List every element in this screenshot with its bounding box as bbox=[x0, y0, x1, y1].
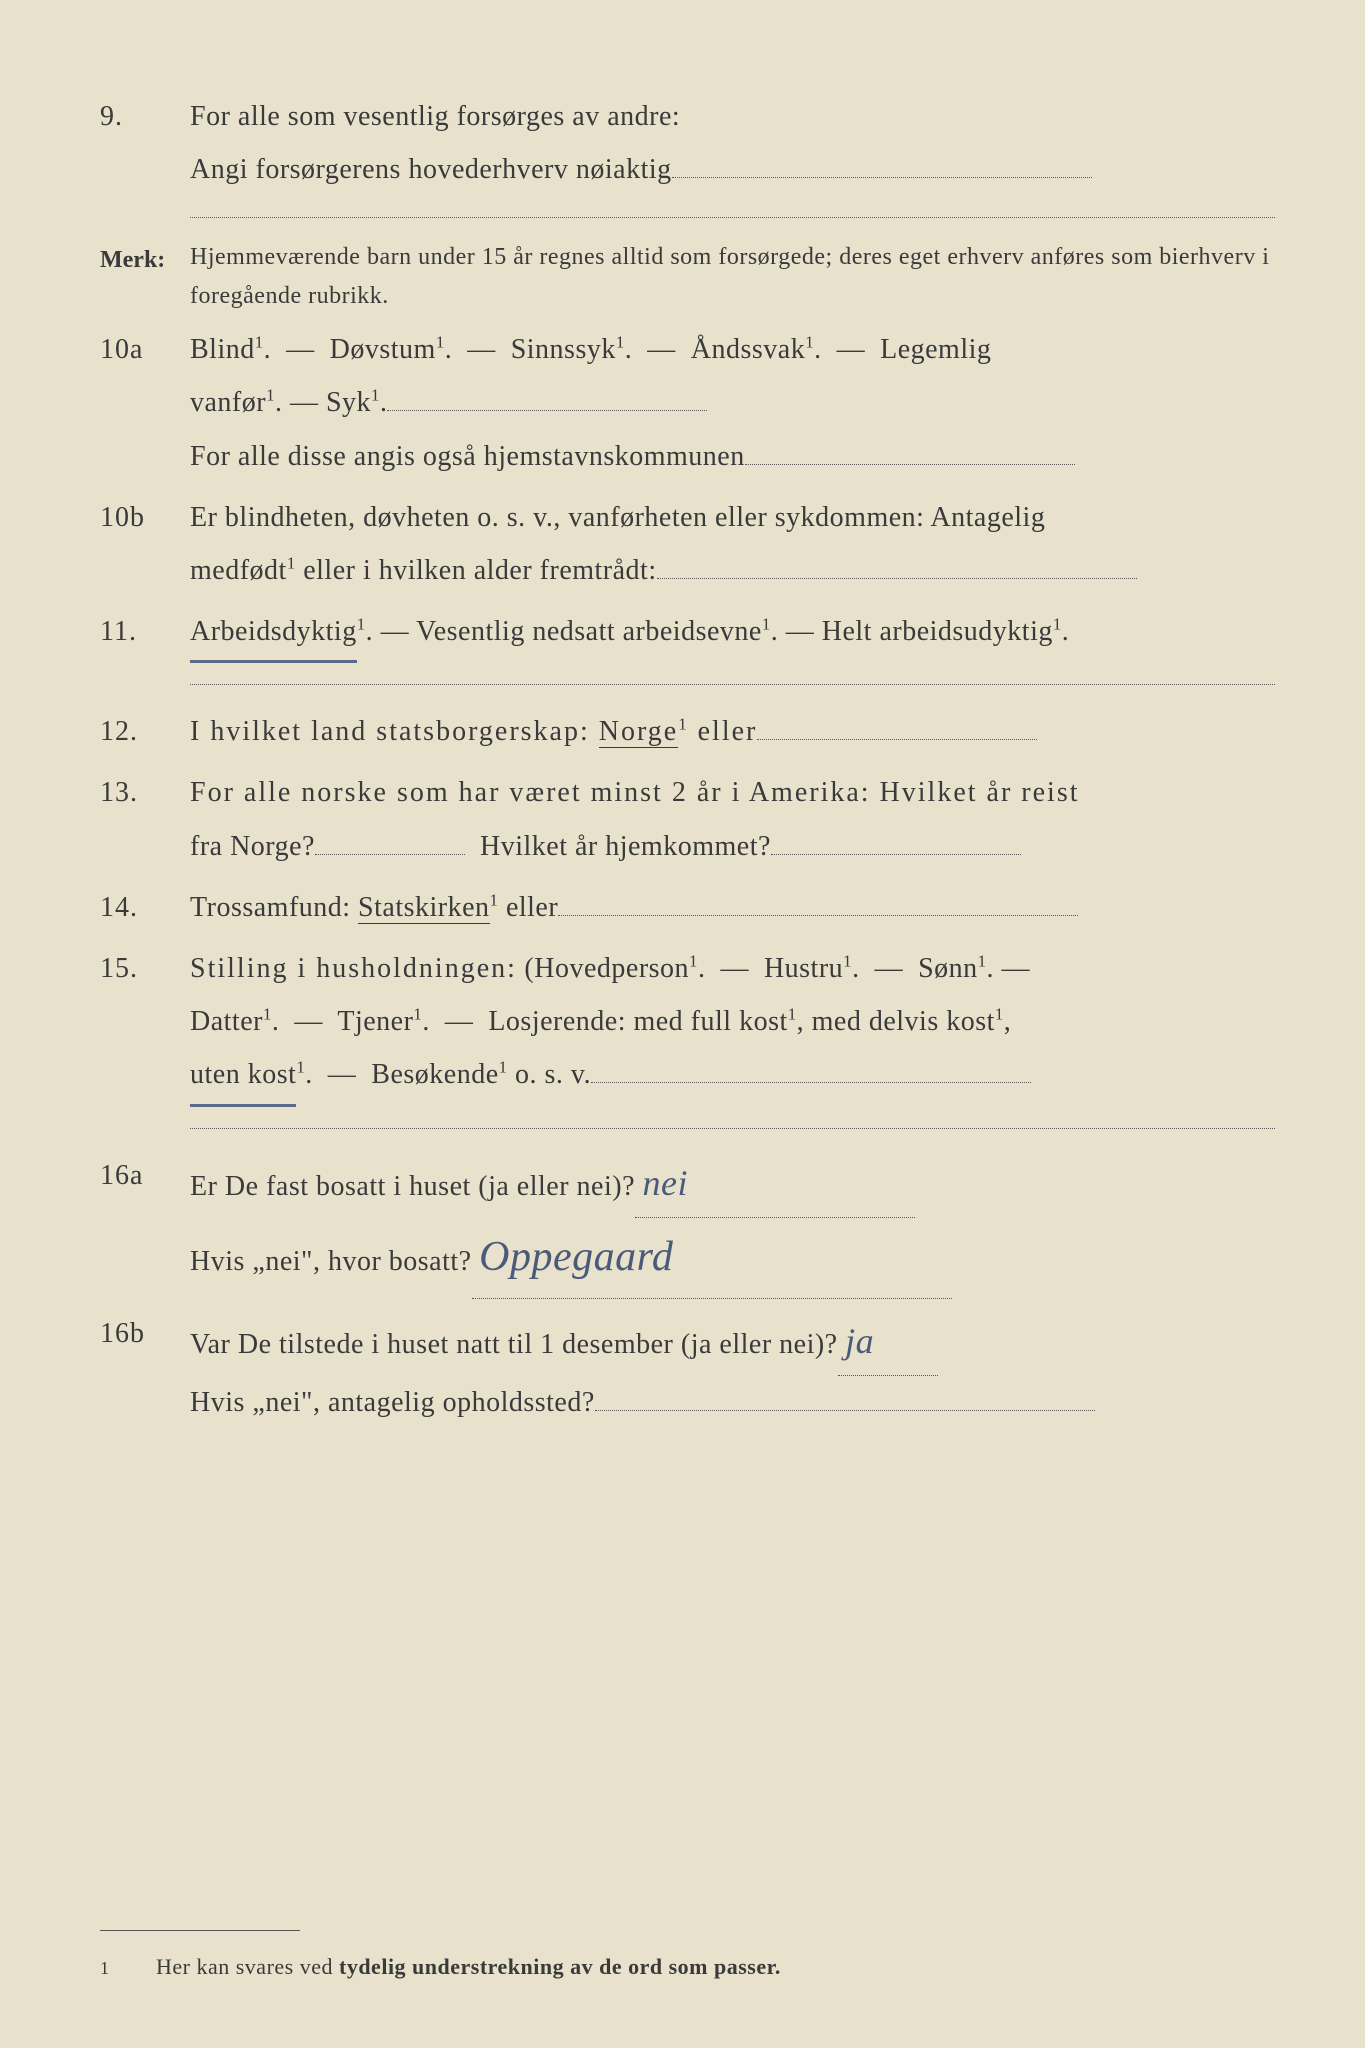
question-16a: 16a Er De fast bosatt i huset (ja eller … bbox=[100, 1149, 1275, 1299]
q15-text4: o. s. v. bbox=[515, 1059, 591, 1090]
q10a-opt3: Sinnssyk bbox=[511, 334, 616, 365]
q10a-opt1: Blind bbox=[190, 334, 255, 365]
q15-blank[interactable] bbox=[591, 1082, 1031, 1083]
q15-opt6-selected: uten kost bbox=[190, 1048, 296, 1106]
q10b-blank[interactable] bbox=[657, 578, 1137, 579]
q10b-number: 10b bbox=[100, 491, 190, 544]
q15-text2: Losjerende: med full kost bbox=[488, 1006, 787, 1037]
question-16b: 16b Var De tilstede i huset natt til 1 d… bbox=[100, 1307, 1275, 1430]
q12-blank[interactable] bbox=[757, 739, 1037, 740]
q14-opt: Statskirken bbox=[358, 892, 490, 924]
q16b-text1: Var De tilstede i huset natt til 1 desem… bbox=[190, 1329, 838, 1360]
footnote-number: 1 bbox=[100, 1951, 150, 1985]
q10a-opt2: Døvstum bbox=[330, 334, 436, 365]
q10a-opt5: Legemlig bbox=[880, 334, 991, 365]
q11-content: Arbeidsdyktig1. — Vesentlig nedsatt arbe… bbox=[190, 605, 1275, 663]
q16b-answer1: ja bbox=[845, 1321, 874, 1361]
q10a-opt7: Syk bbox=[326, 387, 371, 418]
q16b-blank2[interactable] bbox=[595, 1410, 1095, 1411]
question-9: 9. For alle som vesentlig forsørges av a… bbox=[100, 90, 1275, 196]
q16b-blank1[interactable]: ja bbox=[838, 1307, 938, 1376]
q12-text: I hvilket land statsborgerskap: bbox=[190, 716, 590, 747]
q12-content: I hvilket land statsborgerskap: Norge1 e… bbox=[190, 705, 1275, 758]
q16a-text2: Hvis „nei", hvor bosatt? bbox=[190, 1246, 472, 1277]
q9-content: For alle som vesentlig forsørges av andr… bbox=[190, 90, 1275, 196]
question-14: 14. Trossamfund: Statskirken1 eller bbox=[100, 881, 1275, 934]
q14-blank[interactable] bbox=[558, 915, 1078, 916]
q16b-number: 16b bbox=[100, 1307, 190, 1360]
q12-number: 12. bbox=[100, 705, 190, 758]
q12-or: eller bbox=[698, 716, 758, 747]
q10a-blank1[interactable] bbox=[387, 410, 707, 411]
separator-3 bbox=[190, 1127, 1275, 1129]
q12-opt: Norge bbox=[599, 716, 678, 748]
question-13: 13. For alle norske som har været minst … bbox=[100, 766, 1275, 872]
q10a-opt6: vanfør bbox=[190, 387, 266, 418]
q14-or: eller bbox=[506, 892, 558, 923]
q16b-content: Var De tilstede i huset natt til 1 desem… bbox=[190, 1307, 1275, 1430]
question-10a: 10a Blind1. — Døvstum1. — Sinnssyk1. — Å… bbox=[100, 323, 1275, 483]
footnote-bold: tydelig understrekning av de ord som pas… bbox=[339, 1954, 781, 1979]
footnote-text1: Her kan svares ved bbox=[156, 1954, 339, 1979]
q10b-text2b: eller i hvilken alder fremtrådt: bbox=[296, 555, 657, 586]
q16b-text2: Hvis „nei", antagelig opholdssted? bbox=[190, 1387, 595, 1418]
q16a-number: 16a bbox=[100, 1149, 190, 1202]
question-12: 12. I hvilket land statsborgerskap: Norg… bbox=[100, 705, 1275, 758]
merk-label: Merk: bbox=[100, 238, 190, 284]
footnote-area: 1 Her kan svares ved tydelig understrekn… bbox=[100, 1870, 1275, 1988]
q10b-text2a: medfødt bbox=[190, 555, 287, 586]
q14-text: Trossamfund: bbox=[190, 892, 351, 923]
q11-opt1-selected: Arbeidsdyktig bbox=[190, 605, 357, 663]
question-15: 15. Stilling i husholdningen: (Hovedpers… bbox=[100, 942, 1275, 1107]
q15-opt7: Besøkende bbox=[371, 1059, 498, 1090]
question-10b: 10b Er blindheten, døvheten o. s. v., va… bbox=[100, 491, 1275, 597]
q15-text1: Stilling i husholdningen: bbox=[190, 953, 517, 984]
q15-opt1: Hovedperson bbox=[534, 953, 689, 984]
q10a-content: Blind1. — Døvstum1. — Sinnssyk1. — Åndss… bbox=[190, 323, 1275, 483]
q16a-text1: Er De fast bosatt i huset (ja eller nei)… bbox=[190, 1171, 635, 1202]
q15-text3: med delvis kost bbox=[812, 1006, 995, 1037]
q10b-content: Er blindheten, døvheten o. s. v., vanfør… bbox=[190, 491, 1275, 597]
q10a-opt4: Åndssvak bbox=[691, 334, 805, 365]
q13-text3: Hvilket år hjemkommet? bbox=[480, 831, 771, 862]
q13-blank1[interactable] bbox=[315, 854, 465, 855]
q16a-content: Er De fast bosatt i huset (ja eller nei)… bbox=[190, 1149, 1275, 1299]
q10a-blank2[interactable] bbox=[745, 464, 1075, 465]
q9-line2: Angi forsørgerens hovederhverv nøiaktig bbox=[190, 154, 672, 185]
q11-opt3: Helt arbeidsudyktig bbox=[822, 616, 1053, 647]
separator bbox=[190, 216, 1275, 218]
q9-blank[interactable] bbox=[672, 177, 1092, 178]
separator-2 bbox=[190, 683, 1275, 685]
question-11: 11. Arbeidsdyktig1. — Vesentlig nedsatt … bbox=[100, 605, 1275, 663]
q16a-blank2[interactable]: Oppegaard bbox=[472, 1218, 952, 1299]
q11-number: 11. bbox=[100, 605, 190, 658]
q10b-text1: Er blindheten, døvheten o. s. v., vanfør… bbox=[190, 502, 1045, 533]
q9-line1: For alle som vesentlig forsørges av andr… bbox=[190, 101, 680, 132]
q15-opt3: Sønn bbox=[918, 953, 978, 984]
q13-number: 13. bbox=[100, 766, 190, 819]
q9-number: 9. bbox=[100, 90, 190, 143]
q16a-answer1: nei bbox=[643, 1163, 688, 1203]
merk-text: Hjemmeværende barn under 15 år regnes al… bbox=[190, 238, 1275, 315]
q10a-number: 10a bbox=[100, 323, 190, 376]
footnote-rule bbox=[100, 1930, 300, 1931]
q15-number: 15. bbox=[100, 942, 190, 995]
q13-blank2[interactable] bbox=[771, 854, 1021, 855]
q15-opt2: Hustru bbox=[764, 953, 843, 984]
q14-number: 14. bbox=[100, 881, 190, 934]
q16a-blank1[interactable]: nei bbox=[635, 1149, 915, 1218]
q14-content: Trossamfund: Statskirken1 eller bbox=[190, 881, 1275, 934]
q16a-answer2: Oppegaard bbox=[479, 1234, 673, 1280]
q10a-line3: For alle disse angis også hjemstavnskomm… bbox=[190, 441, 745, 472]
census-form-page: 9. For alle som vesentlig forsørges av a… bbox=[0, 0, 1365, 2048]
q11-opt2: Vesentlig nedsatt arbeidsevne bbox=[416, 616, 762, 647]
q15-opt4: Datter bbox=[190, 1006, 263, 1037]
q15-opt5: Tjener bbox=[337, 1006, 413, 1037]
q13-text2: fra Norge? bbox=[190, 831, 315, 862]
q15-content: Stilling i husholdningen: (Hovedperson1.… bbox=[190, 942, 1275, 1107]
q13-content: For alle norske som har været minst 2 år… bbox=[190, 766, 1275, 872]
footnote: 1 Her kan svares ved tydelig understrekn… bbox=[100, 1946, 1275, 1988]
q13-text1: For alle norske som har været minst 2 år… bbox=[190, 777, 1080, 808]
merk-note: Merk: Hjemmeværende barn under 15 år reg… bbox=[100, 238, 1275, 315]
